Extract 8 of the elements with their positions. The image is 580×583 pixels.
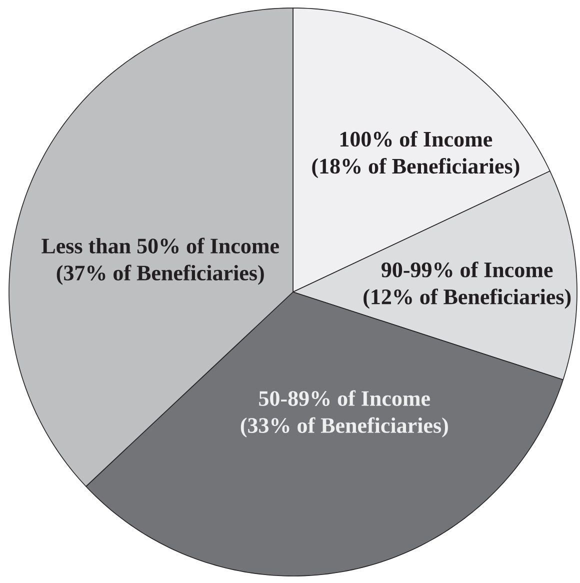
data-label: (18% of Beneficiaries) <box>312 158 520 178</box>
slice-label: 90-99% of Income <box>382 262 553 278</box>
data-label: (37% of Beneficiaries) <box>56 264 264 285</box>
slice-label: 50-89% of Income <box>259 390 430 406</box>
slice-label: Less than 50% of Income <box>42 238 279 254</box>
slice-label: 100% of Income <box>340 130 492 147</box>
data-label: (33% of Beneficiaries) <box>240 417 448 438</box>
data-label: (12% of Beneficiaries) <box>364 288 571 309</box>
